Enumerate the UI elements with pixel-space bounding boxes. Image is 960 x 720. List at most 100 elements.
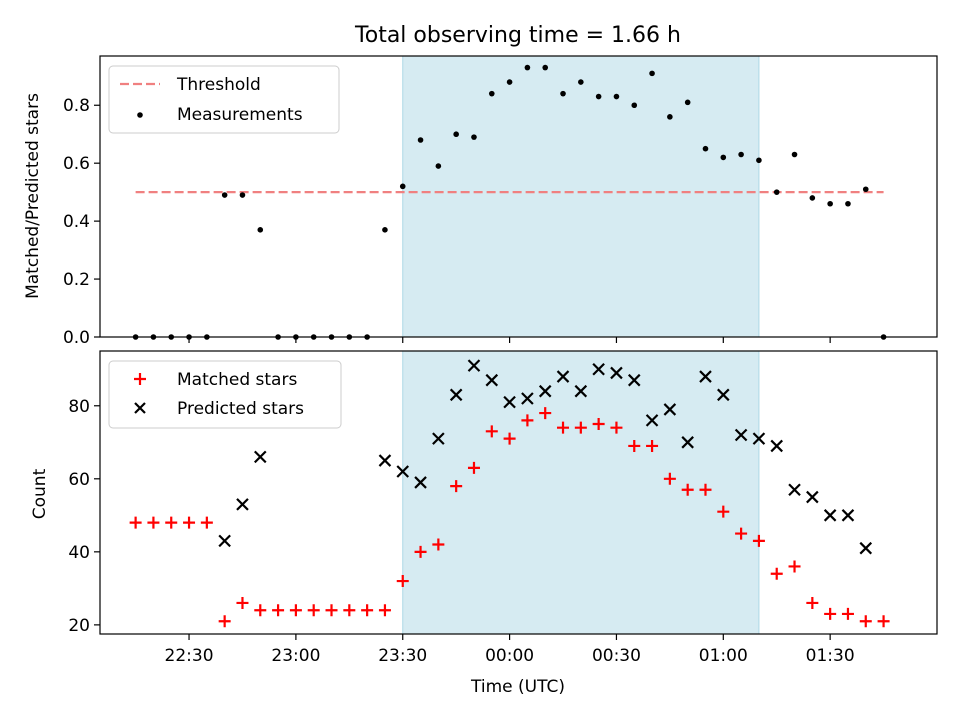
predicted-star-point [556,370,570,383]
legend-predicted-swatch [134,402,146,414]
predicted-star-point [467,359,481,372]
matched-star-point [396,575,409,588]
predicted-star-point [378,454,392,467]
matched-star-point [681,483,694,496]
y-tick-label: 40 [68,543,90,563]
predicted-star-point [663,403,677,416]
matched-stars-points [129,407,890,628]
legend-predicted-label: Predicted stars [177,399,304,419]
predicted-star-point [521,392,534,405]
matched-star-point [717,505,730,518]
top-y-axis-label: Matched/Predicted stars [23,93,43,299]
top-axes-frame [99,55,938,338]
matched-star-point [628,439,641,452]
measurement-point [578,79,584,85]
matched-star-point [752,534,765,547]
predicted-star-point [503,395,516,409]
predicted-star-point [734,428,748,442]
x-tick-label: 22:30 [165,646,214,666]
y-tick-label: 0.6 [63,154,90,174]
predicted-star-point [699,370,712,383]
matched-star-point [574,421,587,434]
measurement-point [613,93,620,100]
y-tick-label: 80 [68,397,90,417]
bottom-legend-box [108,360,342,429]
measurement-point [399,183,406,190]
y-tick-label: 0.0 [63,328,90,348]
matched-star-point [272,604,285,617]
y-tick-label: 0.8 [63,96,90,116]
matched-star-point [183,516,196,529]
predicted-star-point [752,432,766,445]
matched-star-point [467,461,480,474]
x-tick-label: 23:00 [271,646,320,666]
matched-star-point [147,516,160,529]
matched-star-point [539,407,552,420]
predicted-star-point [592,362,605,376]
measurement-point [488,90,495,97]
x-tick-label: 01:00 [699,646,748,666]
measurement-point [862,186,869,193]
measurement-point [257,227,264,233]
measurement-point [382,227,388,233]
measurement-point [809,195,816,201]
measurement-point [738,151,744,158]
measurement-point [221,192,228,198]
predicted-star-point [717,388,730,402]
matched-star-point [788,560,801,573]
measurement-point [720,154,727,161]
matched-star-point [824,607,837,620]
matched-star-point [770,567,783,580]
predicted-star-point [627,373,641,387]
measurement-point [631,102,638,109]
measurement-point [827,200,833,207]
predicted-star-point [806,490,819,504]
legend-measurements-label: Measurements [177,105,303,125]
y-tick-label: 20 [68,616,90,636]
y-tick-label: 60 [68,470,90,490]
y-tick-label: 0.4 [63,212,90,232]
predicted-star-point [574,384,588,398]
bottom-legend: Matched stars Predicted stars [108,360,342,429]
legend-measurements-swatch [137,112,143,118]
top-y-ticks: 0.0 0.2 0.4 0.6 0.8 [63,96,100,348]
bottom-y-ticks: 20 40 60 80 [68,397,100,636]
top-highlight-span [402,55,760,338]
matched-star-point [307,604,320,617]
predicted-star-point [449,388,463,402]
matched-star-point [414,545,427,558]
matched-star-point [521,414,534,427]
predicted-star-point [645,414,659,427]
matched-star-point [646,439,659,452]
predicted-stars-points [218,359,873,555]
matched-star-point [610,421,623,434]
matched-star-point [859,615,872,628]
predicted-star-point [236,498,249,511]
measurement-point [506,79,513,85]
measurement-point [239,192,246,198]
measurement-point [773,189,780,195]
measurement-point [667,114,673,120]
matched-star-point [325,604,338,617]
matched-star-point [254,604,267,617]
top-legend-box [108,65,340,134]
measurement-point [560,90,566,97]
predicted-star-point [485,373,499,387]
matched-star-point [503,432,516,445]
x-tick-label: 00:30 [592,646,641,666]
matched-star-point [557,421,570,434]
predicted-star-point [414,476,427,489]
matched-star-point [432,538,445,551]
measurement-point [791,151,798,158]
matched-star-point [200,516,213,529]
y-tick-label: 0.2 [63,270,90,290]
predicted-star-point [253,450,267,464]
predicted-star-point [538,384,552,398]
legend-threshold-label: Threshold [176,75,261,95]
matched-star-point [129,516,142,529]
matched-star-point [361,604,374,617]
measurement-point [524,64,531,71]
measurement-point [542,64,549,71]
bottom-highlight-span [402,350,760,635]
